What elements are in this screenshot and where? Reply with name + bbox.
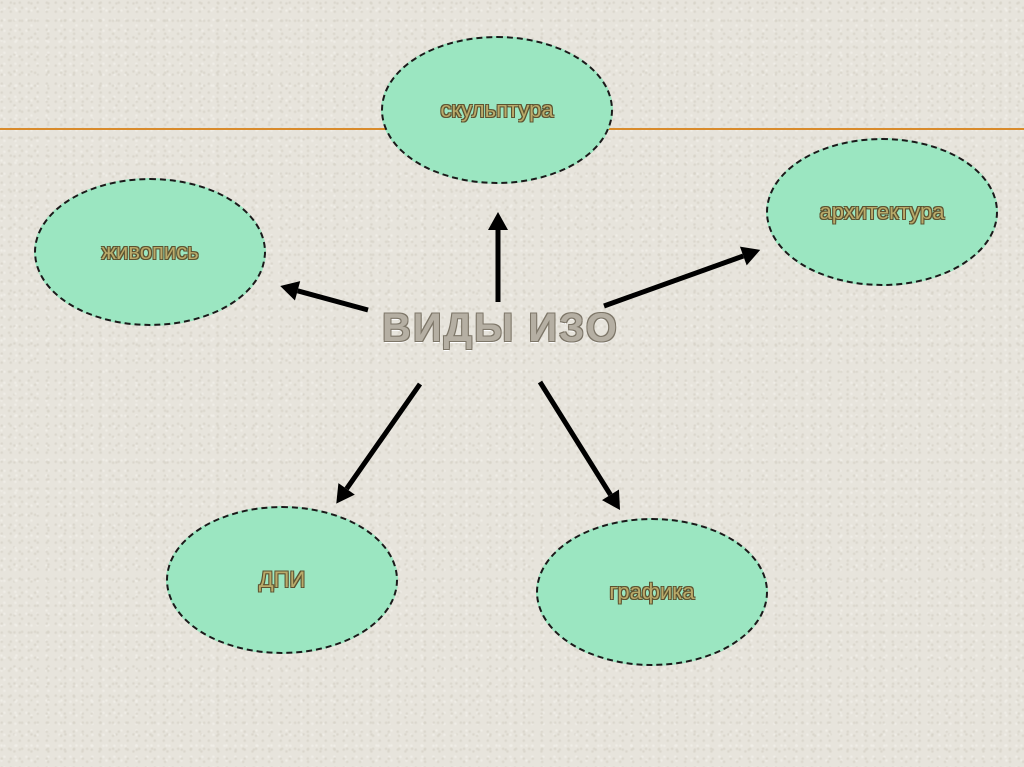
- node-sculpture: скульптура: [381, 36, 613, 184]
- diagram-canvas: скульптура архитектура живопись ДПИ графика В…: [0, 0, 1024, 767]
- node-label: скульптура: [440, 97, 553, 123]
- arrow: [488, 212, 508, 302]
- center-title: ВИДЫ ИЗО: [382, 306, 619, 351]
- arrow: [601, 241, 764, 316]
- node-painting: живопись: [34, 178, 266, 326]
- node-graphics: графика: [536, 518, 768, 666]
- arrow: [532, 377, 629, 516]
- node-label: живопись: [101, 239, 198, 265]
- node-label: графика: [609, 579, 694, 605]
- arrow: [328, 378, 428, 509]
- arrow: [277, 276, 370, 319]
- node-dpi: ДПИ: [166, 506, 398, 654]
- node-label: архитектура: [820, 199, 945, 225]
- node-architecture: архитектура: [766, 138, 998, 286]
- node-label: ДПИ: [259, 567, 306, 593]
